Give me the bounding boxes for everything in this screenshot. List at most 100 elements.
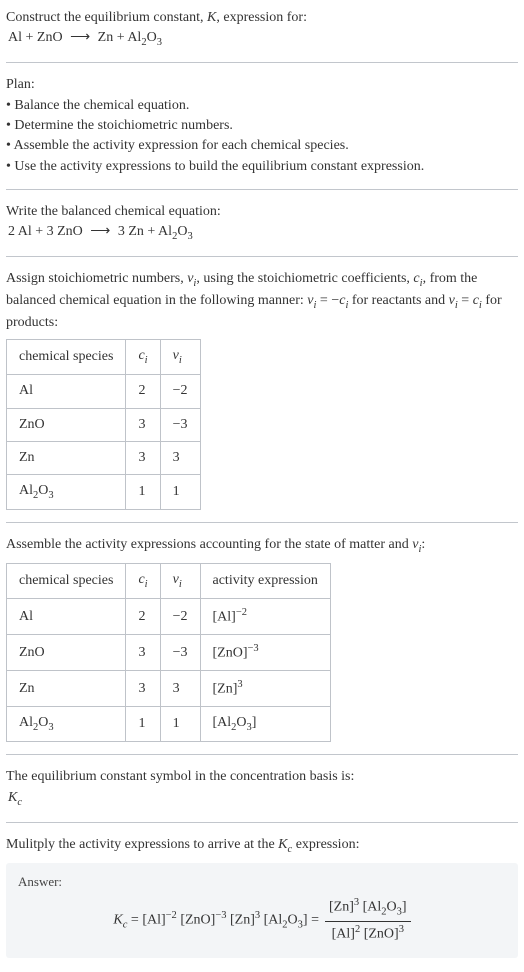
table-header-row: chemical species ci νi activity expressi…: [7, 564, 331, 599]
cell-species: Al: [7, 599, 126, 635]
multiply-b: expression:: [292, 837, 359, 852]
assign-a: Assign stoichiometric numbers,: [6, 271, 187, 286]
balanced-O: O: [177, 224, 187, 239]
balanced-equation: 2 Al + 3 ZnO ⟶ 3 Zn + Al2O3: [6, 222, 518, 244]
answer-fraction: [Zn]3 [Al2O3] [Al]2 [ZnO]3: [325, 897, 411, 944]
num-O: O: [387, 900, 397, 915]
answer-t4a: [Al: [260, 913, 282, 928]
intro-O: O: [147, 30, 157, 45]
cell-nui: −3: [160, 408, 200, 441]
assign-block: Assign stoichiometric numbers, νi, using…: [6, 269, 518, 510]
cell-ci: 1: [126, 707, 160, 742]
cell-ci: 3: [126, 408, 160, 441]
cell-activity: [Zn]3: [200, 671, 330, 707]
cell-ci: 2: [126, 599, 160, 635]
basis-text: The equilibrium constant symbol in the c…: [6, 767, 518, 787]
intro-K: K: [207, 10, 216, 25]
plan-bullet-1: • Balance the chemical equation.: [6, 96, 518, 116]
th-nui-sub: i: [179, 355, 182, 366]
activity-table: chemical species ci νi activity expressi…: [6, 563, 331, 742]
sp-3: 3: [48, 490, 53, 501]
intro-sub3: 3: [157, 37, 162, 48]
sp-O: O: [38, 715, 48, 730]
plan-title: Plan:: [6, 75, 518, 95]
stoich-table: chemical species ci νi Al 2 −2 ZnO 3 −3 …: [6, 339, 201, 510]
answer-t3: [Zn]: [226, 913, 254, 928]
cell-species: Zn: [7, 442, 126, 475]
table-row: Zn 3 3: [7, 442, 201, 475]
sp-O: O: [38, 483, 48, 498]
multiply-block: Mulitply the activity expressions to arr…: [6, 835, 518, 958]
table-row: Al2O3 1 1 [Al2O3]: [7, 707, 331, 742]
intro-text-a: Construct the equilibrium constant,: [6, 10, 207, 25]
balanced-rhs-a: 3 Zn + Al: [118, 224, 172, 239]
den-b: [ZnO]: [360, 927, 399, 942]
divider: [6, 522, 518, 523]
answer-t1: [Al]: [142, 913, 165, 928]
basis-Kc-sub: c: [17, 796, 22, 807]
intro-rhs-a: Zn + Al: [98, 30, 142, 45]
num-b: [Al: [359, 900, 381, 915]
num-c: ]: [402, 900, 407, 915]
cell-activity: [Al2O3]: [200, 707, 330, 742]
cell-ci: 3: [126, 442, 160, 475]
cell-species: ZnO: [7, 408, 126, 441]
answer-equation: Kc = [Al]−2 [ZnO]−3 [Zn]3 [Al2O3] = [Zn]…: [18, 897, 506, 944]
answer-label: Answer:: [18, 873, 506, 892]
cell-nui: −2: [160, 599, 200, 635]
plan-bullet-3: • Assemble the activity expression for e…: [6, 136, 518, 156]
act-O: O: [236, 715, 246, 730]
arrow-icon: ⟶: [66, 30, 94, 45]
assign-b: , using the stoichiometric coefficients,: [196, 271, 413, 286]
assemble-a: Assemble the activity expressions accoun…: [6, 537, 412, 552]
cell-ci: 3: [126, 635, 160, 671]
cell-nui: 3: [160, 671, 200, 707]
answer-e2: −3: [215, 910, 226, 921]
cell-nui: 3: [160, 442, 200, 475]
divider: [6, 754, 518, 755]
arrow-icon: ⟶: [86, 224, 114, 239]
sp-3: 3: [48, 722, 53, 733]
th-ci-sub: i: [145, 355, 148, 366]
cell-ci: 1: [126, 475, 160, 510]
act-a: [Al: [213, 715, 232, 730]
act-exp: −2: [236, 607, 247, 618]
den-a: [Al]: [332, 927, 355, 942]
num-a: [Zn]: [329, 900, 354, 915]
cell-nui: 1: [160, 475, 200, 510]
th-species: chemical species: [7, 564, 126, 599]
basis-block: The equilibrium constant symbol in the c…: [6, 767, 518, 809]
act-base: [Al]: [213, 610, 236, 625]
answer-numerator: [Zn]3 [Al2O3]: [325, 897, 411, 922]
assemble-b: :: [421, 537, 425, 552]
intro-line1: Construct the equilibrium constant, K, e…: [6, 8, 518, 28]
th-ci: ci: [126, 340, 160, 375]
balanced-lhs: 2 Al + 3 ZnO: [8, 224, 83, 239]
answer-t2: [ZnO]: [177, 913, 216, 928]
intro-block: Construct the equilibrium constant, K, e…: [6, 8, 518, 50]
plan-bullet-4: • Use the activity expressions to build …: [6, 157, 518, 177]
act-base: [Zn]: [213, 682, 238, 697]
table-row: ZnO 3 −3 [ZnO]−3: [7, 635, 331, 671]
intro-equation: Al + ZnO ⟶ Zn + Al2O3: [6, 28, 518, 50]
cell-nui: −3: [160, 635, 200, 671]
assign-d: for reactants and: [348, 293, 448, 308]
table-row: Zn 3 3 [Zn]3: [7, 671, 331, 707]
divider: [6, 189, 518, 190]
multiply-a: Mulitply the activity expressions to arr…: [6, 837, 278, 852]
th-nui-sub: i: [179, 579, 182, 590]
answer-K: K: [113, 913, 122, 928]
th-ci-sub: i: [145, 579, 148, 590]
balanced-block: Write the balanced chemical equation: 2 …: [6, 202, 518, 244]
table-row: Al 2 −2 [Al]−2: [7, 599, 331, 635]
act-exp: 3: [237, 679, 242, 690]
cell-nui: −2: [160, 375, 200, 408]
balanced-title: Write the balanced chemical equation:: [6, 202, 518, 222]
assemble-text: Assemble the activity expressions accoun…: [6, 535, 518, 557]
cell-species: Al2O3: [7, 475, 126, 510]
answer-t4-O: O: [288, 913, 298, 928]
cell-activity: [Al]−2: [200, 599, 330, 635]
assemble-block: Assemble the activity expressions accoun…: [6, 535, 518, 742]
act-b: ]: [252, 715, 257, 730]
act-exp: −3: [248, 643, 259, 654]
